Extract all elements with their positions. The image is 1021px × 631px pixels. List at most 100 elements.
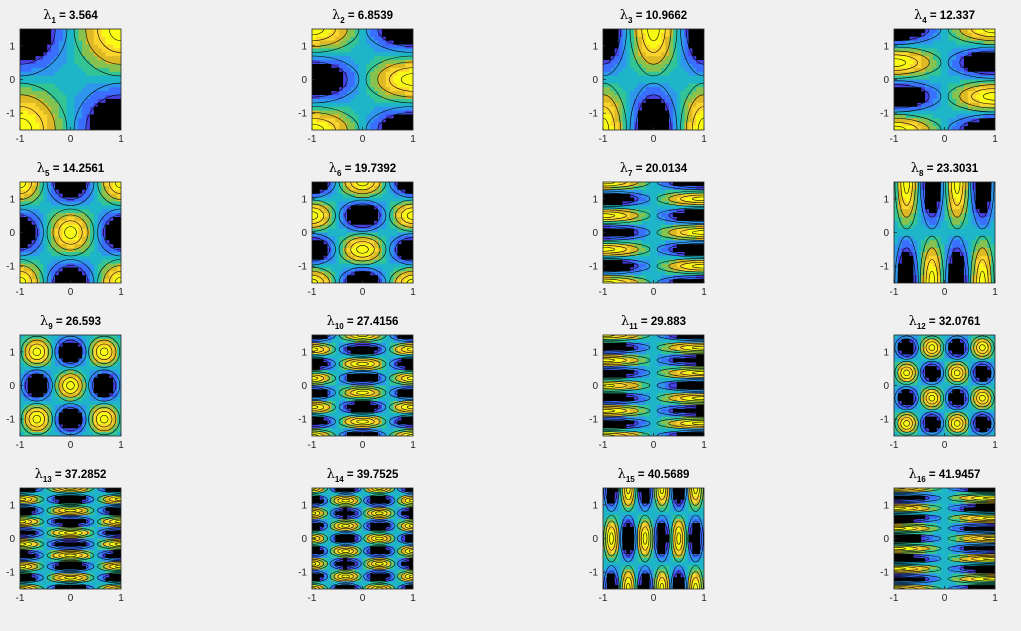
contour-cell (55, 209, 59, 213)
contour-cell (405, 198, 409, 202)
contour-cell (363, 87, 367, 91)
contour-cell (941, 103, 945, 107)
contour-cell (347, 72, 351, 76)
contour-cell (359, 240, 363, 244)
contour-cell (331, 103, 335, 107)
contour-cell (921, 64, 925, 68)
contour-cell (359, 41, 363, 45)
contour-cell (63, 95, 67, 99)
contour-cell (71, 95, 75, 99)
contour-cell (63, 56, 67, 60)
contour-cell (630, 205, 634, 209)
contour-cell (335, 33, 339, 37)
contour-cell (607, 68, 611, 72)
contour-cell (646, 256, 650, 260)
contour-cell (90, 99, 94, 103)
contour-cell (67, 52, 71, 56)
contour-cell (634, 194, 638, 198)
contour-cell (113, 33, 117, 37)
contour-cell (335, 72, 339, 76)
y-tick-label: 0 (9, 75, 15, 86)
contour-cell (39, 95, 43, 99)
contour-cell (374, 37, 378, 41)
contour-cell (945, 52, 949, 56)
contour-cell (634, 256, 638, 260)
contour-cell (94, 217, 98, 221)
contour-cell (28, 248, 32, 252)
contour-cell (374, 118, 378, 122)
contour-cell (63, 217, 67, 221)
contour-cell (105, 236, 109, 240)
contour-cell (47, 256, 51, 260)
contour-cell (67, 91, 71, 95)
contour-cell (94, 221, 98, 225)
contour-cell (626, 264, 630, 268)
contour-cell (74, 60, 78, 64)
contour-cell (685, 103, 689, 107)
contour-cell (359, 198, 363, 202)
contour-cell (925, 33, 929, 37)
contour-cell (312, 233, 316, 237)
contour-cell (650, 198, 654, 202)
contour-cell (661, 201, 665, 205)
contour-cell (102, 205, 106, 209)
contour-cell (688, 122, 692, 126)
contour-cell (113, 37, 117, 41)
contour-cell (386, 190, 390, 194)
contour-cell (929, 76, 933, 80)
contour-cell (622, 41, 626, 45)
contour-cell (331, 45, 335, 49)
contour-cell (363, 201, 367, 205)
contour-cell (650, 213, 654, 217)
contour-cell (394, 80, 398, 84)
contour-cell (343, 186, 347, 190)
contour-cell (960, 80, 964, 84)
contour-cell (654, 194, 658, 198)
contour-cell (90, 122, 94, 126)
contour-cell (925, 103, 929, 107)
contour-cell (343, 45, 347, 49)
contour-cell (324, 271, 328, 275)
contour-cell (626, 213, 630, 217)
contour-cell (105, 41, 109, 45)
contour-cell (312, 213, 316, 217)
contour-cell (677, 91, 681, 95)
contour-cell (906, 91, 910, 95)
contour-cell (74, 72, 78, 76)
contour-cell (32, 225, 36, 229)
contour-cell (910, 76, 914, 80)
contour-cell (331, 229, 335, 233)
contour-cell (661, 221, 665, 225)
contour-cell (366, 217, 370, 221)
contour-cell (113, 52, 117, 56)
contour-cell (47, 182, 51, 186)
contour-cell (94, 186, 98, 190)
contour-cell (622, 83, 626, 87)
contour-cell (626, 267, 630, 271)
contour-cell (359, 64, 363, 68)
contour-cell (90, 80, 94, 84)
contour-cell (390, 37, 394, 41)
contour-cell (71, 229, 75, 233)
contour-cell (622, 56, 626, 60)
contour-cell (59, 87, 63, 91)
contour-cell (55, 205, 59, 209)
contour-cell (665, 225, 669, 229)
contour-cell (331, 275, 335, 279)
contour-cell (669, 83, 673, 87)
contour-cell (603, 29, 607, 33)
contour-cell (347, 244, 351, 248)
contour-cell (347, 56, 351, 60)
contour-cell (113, 240, 117, 244)
contour-cell (51, 87, 55, 91)
contour-cell (945, 48, 949, 52)
contour-cell (611, 72, 615, 76)
contour-cell (638, 233, 642, 237)
contour-cell (945, 41, 949, 45)
contour-cell (622, 76, 626, 80)
contour-cell (51, 201, 55, 205)
contour-cell (607, 256, 611, 260)
contour-cell (28, 52, 32, 56)
contour-cell (359, 233, 363, 237)
contour-cell (386, 118, 390, 122)
